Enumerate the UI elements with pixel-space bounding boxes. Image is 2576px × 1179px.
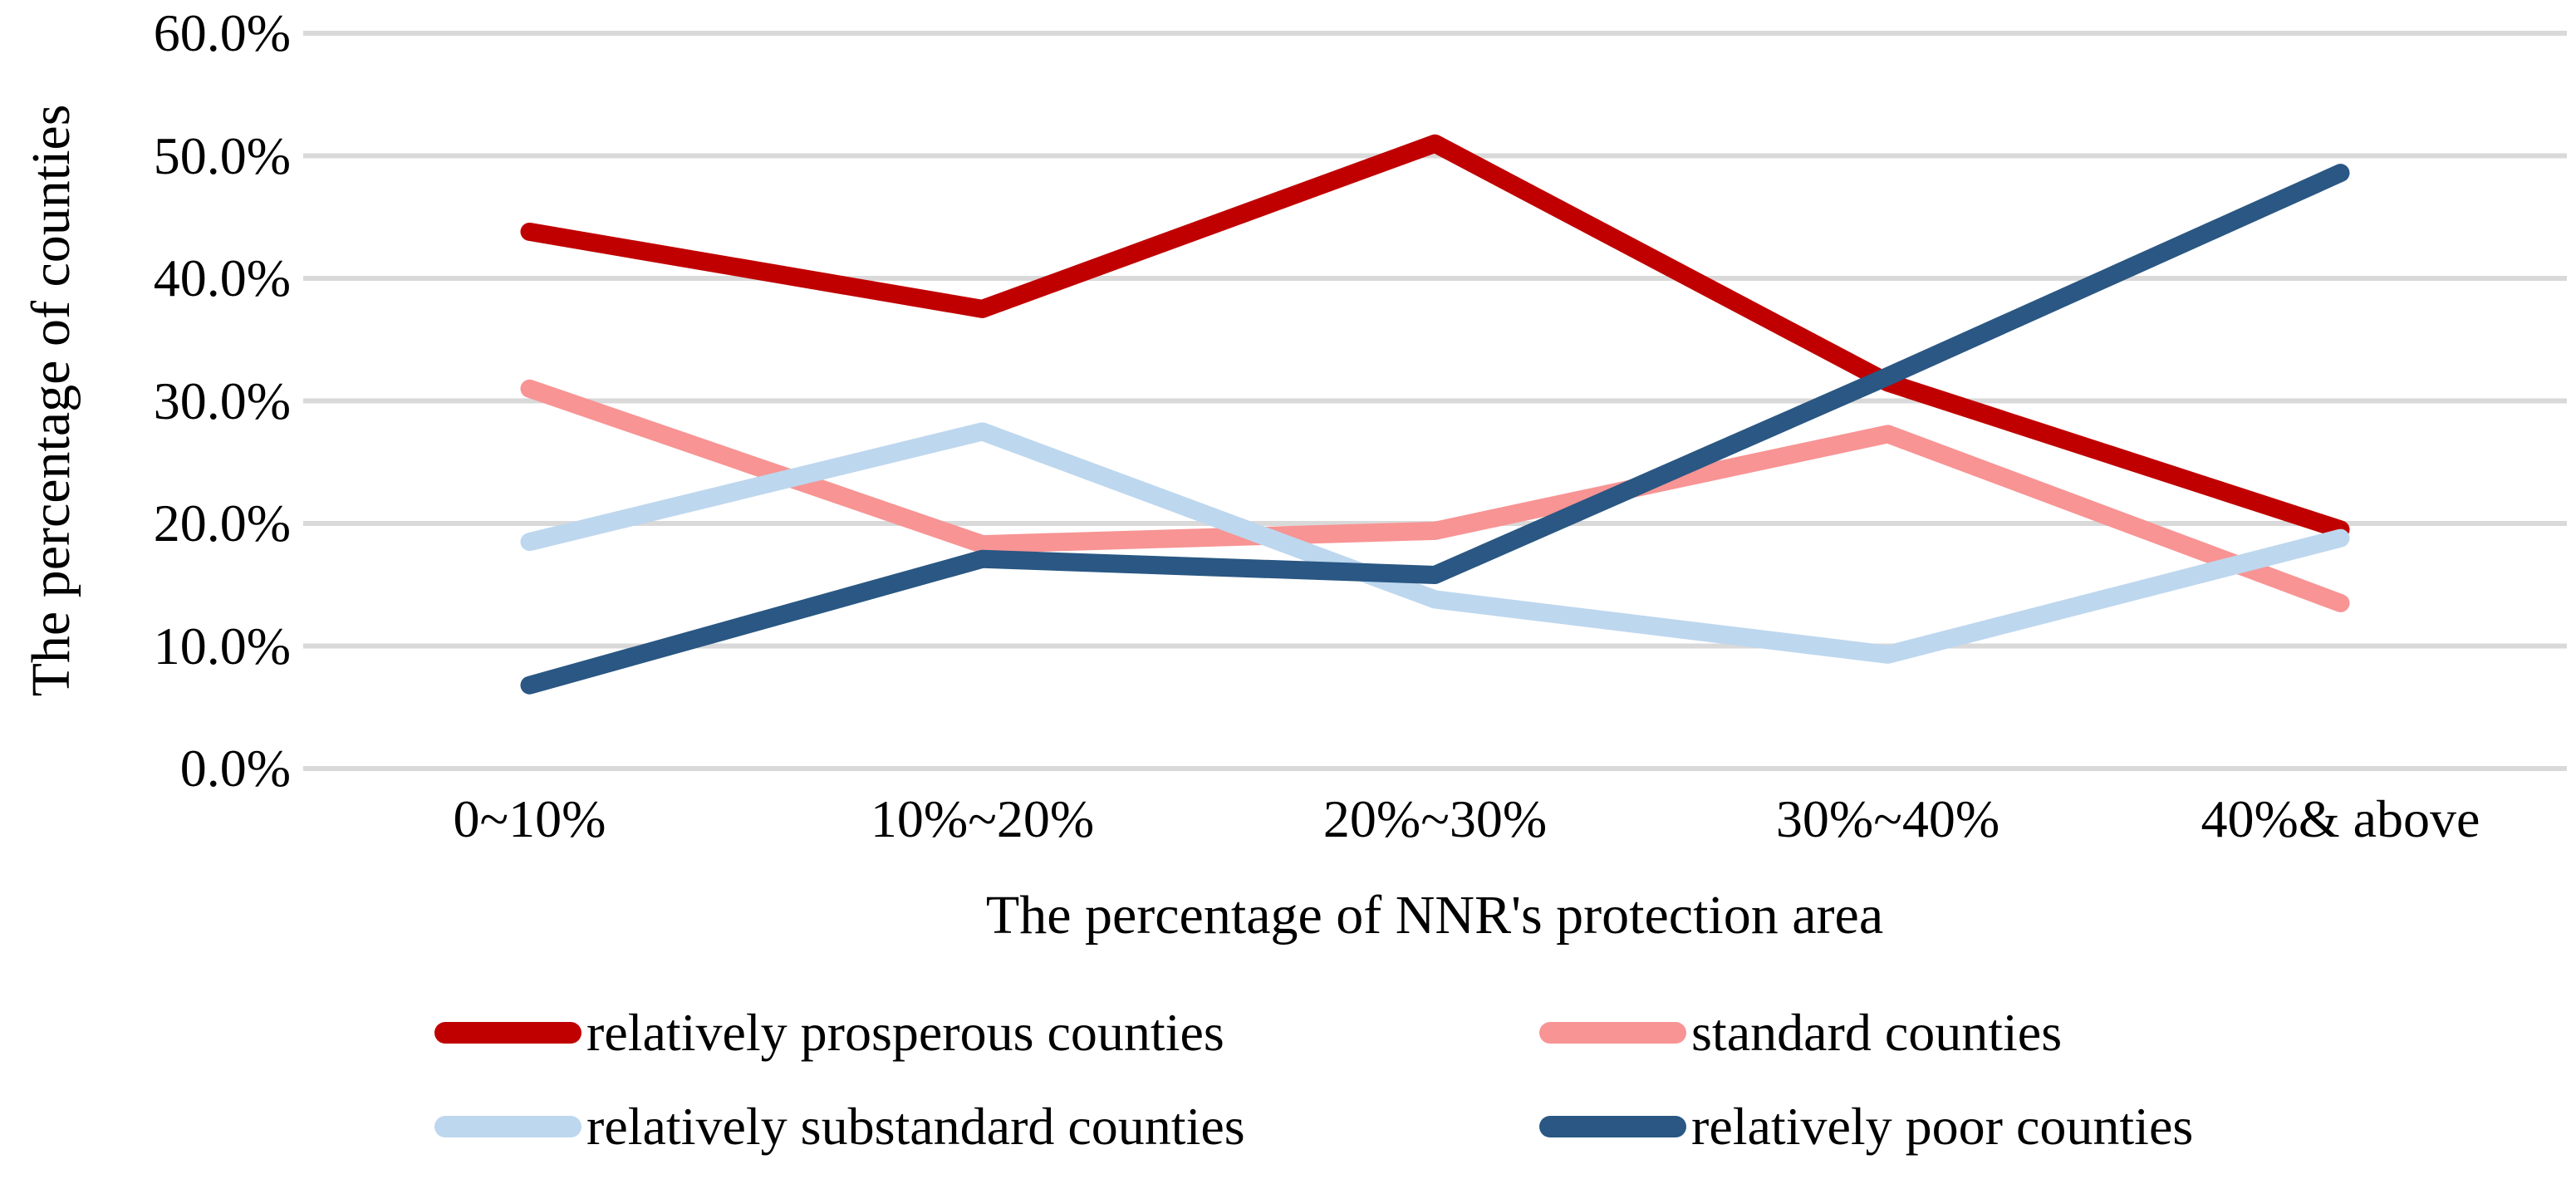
y-tick-label: 20.0% xyxy=(153,494,291,553)
x-tick-label: 20%~30% xyxy=(1322,789,1548,848)
legend-label: relatively poor counties xyxy=(1691,1097,2194,1156)
x-tick-label: 10%~20% xyxy=(870,789,1095,848)
legend-label: relatively substandard counties xyxy=(586,1097,1245,1156)
legend-label: standard counties xyxy=(1691,1003,2063,1062)
series-line-3 xyxy=(520,164,2350,695)
y-tick-label: 50.0% xyxy=(153,125,291,185)
legend-item: relatively substandard counties xyxy=(434,1089,1245,1164)
legend-swatch xyxy=(1539,1116,1686,1137)
y-tick-label: 0.0% xyxy=(179,739,291,798)
x-tick-label: 30%~40% xyxy=(1775,789,2000,848)
legend-item: relatively prosperous counties xyxy=(434,995,1224,1070)
x-tick-label: 0~10% xyxy=(453,789,606,848)
y-tick-label: 60.0% xyxy=(153,3,291,62)
legend-label: relatively prosperous counties xyxy=(586,1003,1224,1062)
legend-swatch xyxy=(434,1022,581,1044)
y-tick-label: 10.0% xyxy=(153,616,291,675)
series-line-2 xyxy=(520,422,2350,664)
x-tick-label: 40%& above xyxy=(2201,789,2480,848)
legend-item: standard counties xyxy=(1539,995,2062,1070)
legend-swatch xyxy=(434,1116,581,1137)
legend-item: relatively poor counties xyxy=(1539,1089,2193,1164)
y-axis-title: The percentage of counties xyxy=(21,104,81,697)
x-axis-title: The percentage of NNR's protection area xyxy=(985,885,1884,946)
series-line-1 xyxy=(520,379,2350,612)
legend-swatch xyxy=(1539,1022,1686,1044)
y-tick-label: 40.0% xyxy=(153,248,291,307)
series-line-0 xyxy=(520,134,2350,539)
y-tick-label: 30.0% xyxy=(153,371,291,430)
